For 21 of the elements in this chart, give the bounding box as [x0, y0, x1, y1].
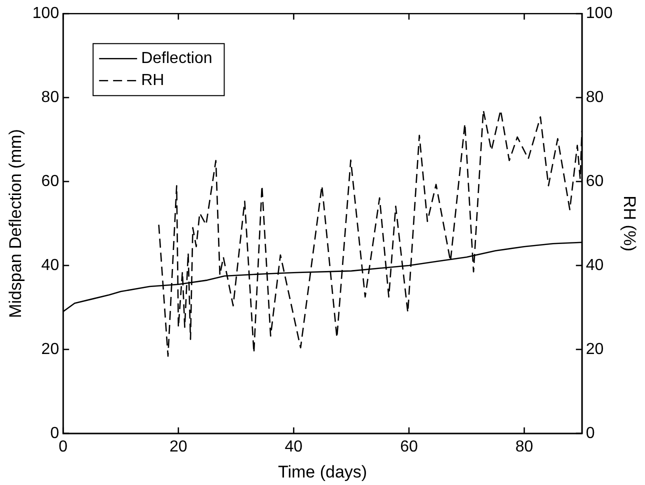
- y-tick-label: 40: [41, 256, 60, 274]
- y2-tick-label: 0: [586, 424, 595, 442]
- y-tick-label: 100: [32, 5, 60, 22]
- x-tick-label: 60: [400, 438, 418, 456]
- y2-tick-label: 80: [586, 88, 604, 106]
- y2-tick-label: 60: [586, 172, 604, 190]
- y2-tick-label: 20: [586, 340, 604, 358]
- x-axis-title: Time (days): [278, 462, 368, 482]
- y2-tick-label: 100: [586, 5, 613, 22]
- y-tick-label: 0: [50, 424, 60, 442]
- y2-axis-title: RH (%): [620, 196, 640, 252]
- y-tick-label: 60: [41, 172, 60, 190]
- y-tick-label: 80: [41, 88, 60, 106]
- x-tick-label: 20: [169, 438, 188, 456]
- y2-tick-label: 40: [586, 256, 604, 274]
- y-tick-label: 20: [41, 340, 60, 358]
- x-tick-label: 80: [515, 438, 534, 456]
- x-tick-label: 40: [284, 438, 303, 456]
- legend-label: RH: [141, 72, 164, 90]
- y-axis-title: Midspan Deflection (mm): [6, 129, 25, 318]
- legend-label: Deflection: [141, 50, 212, 68]
